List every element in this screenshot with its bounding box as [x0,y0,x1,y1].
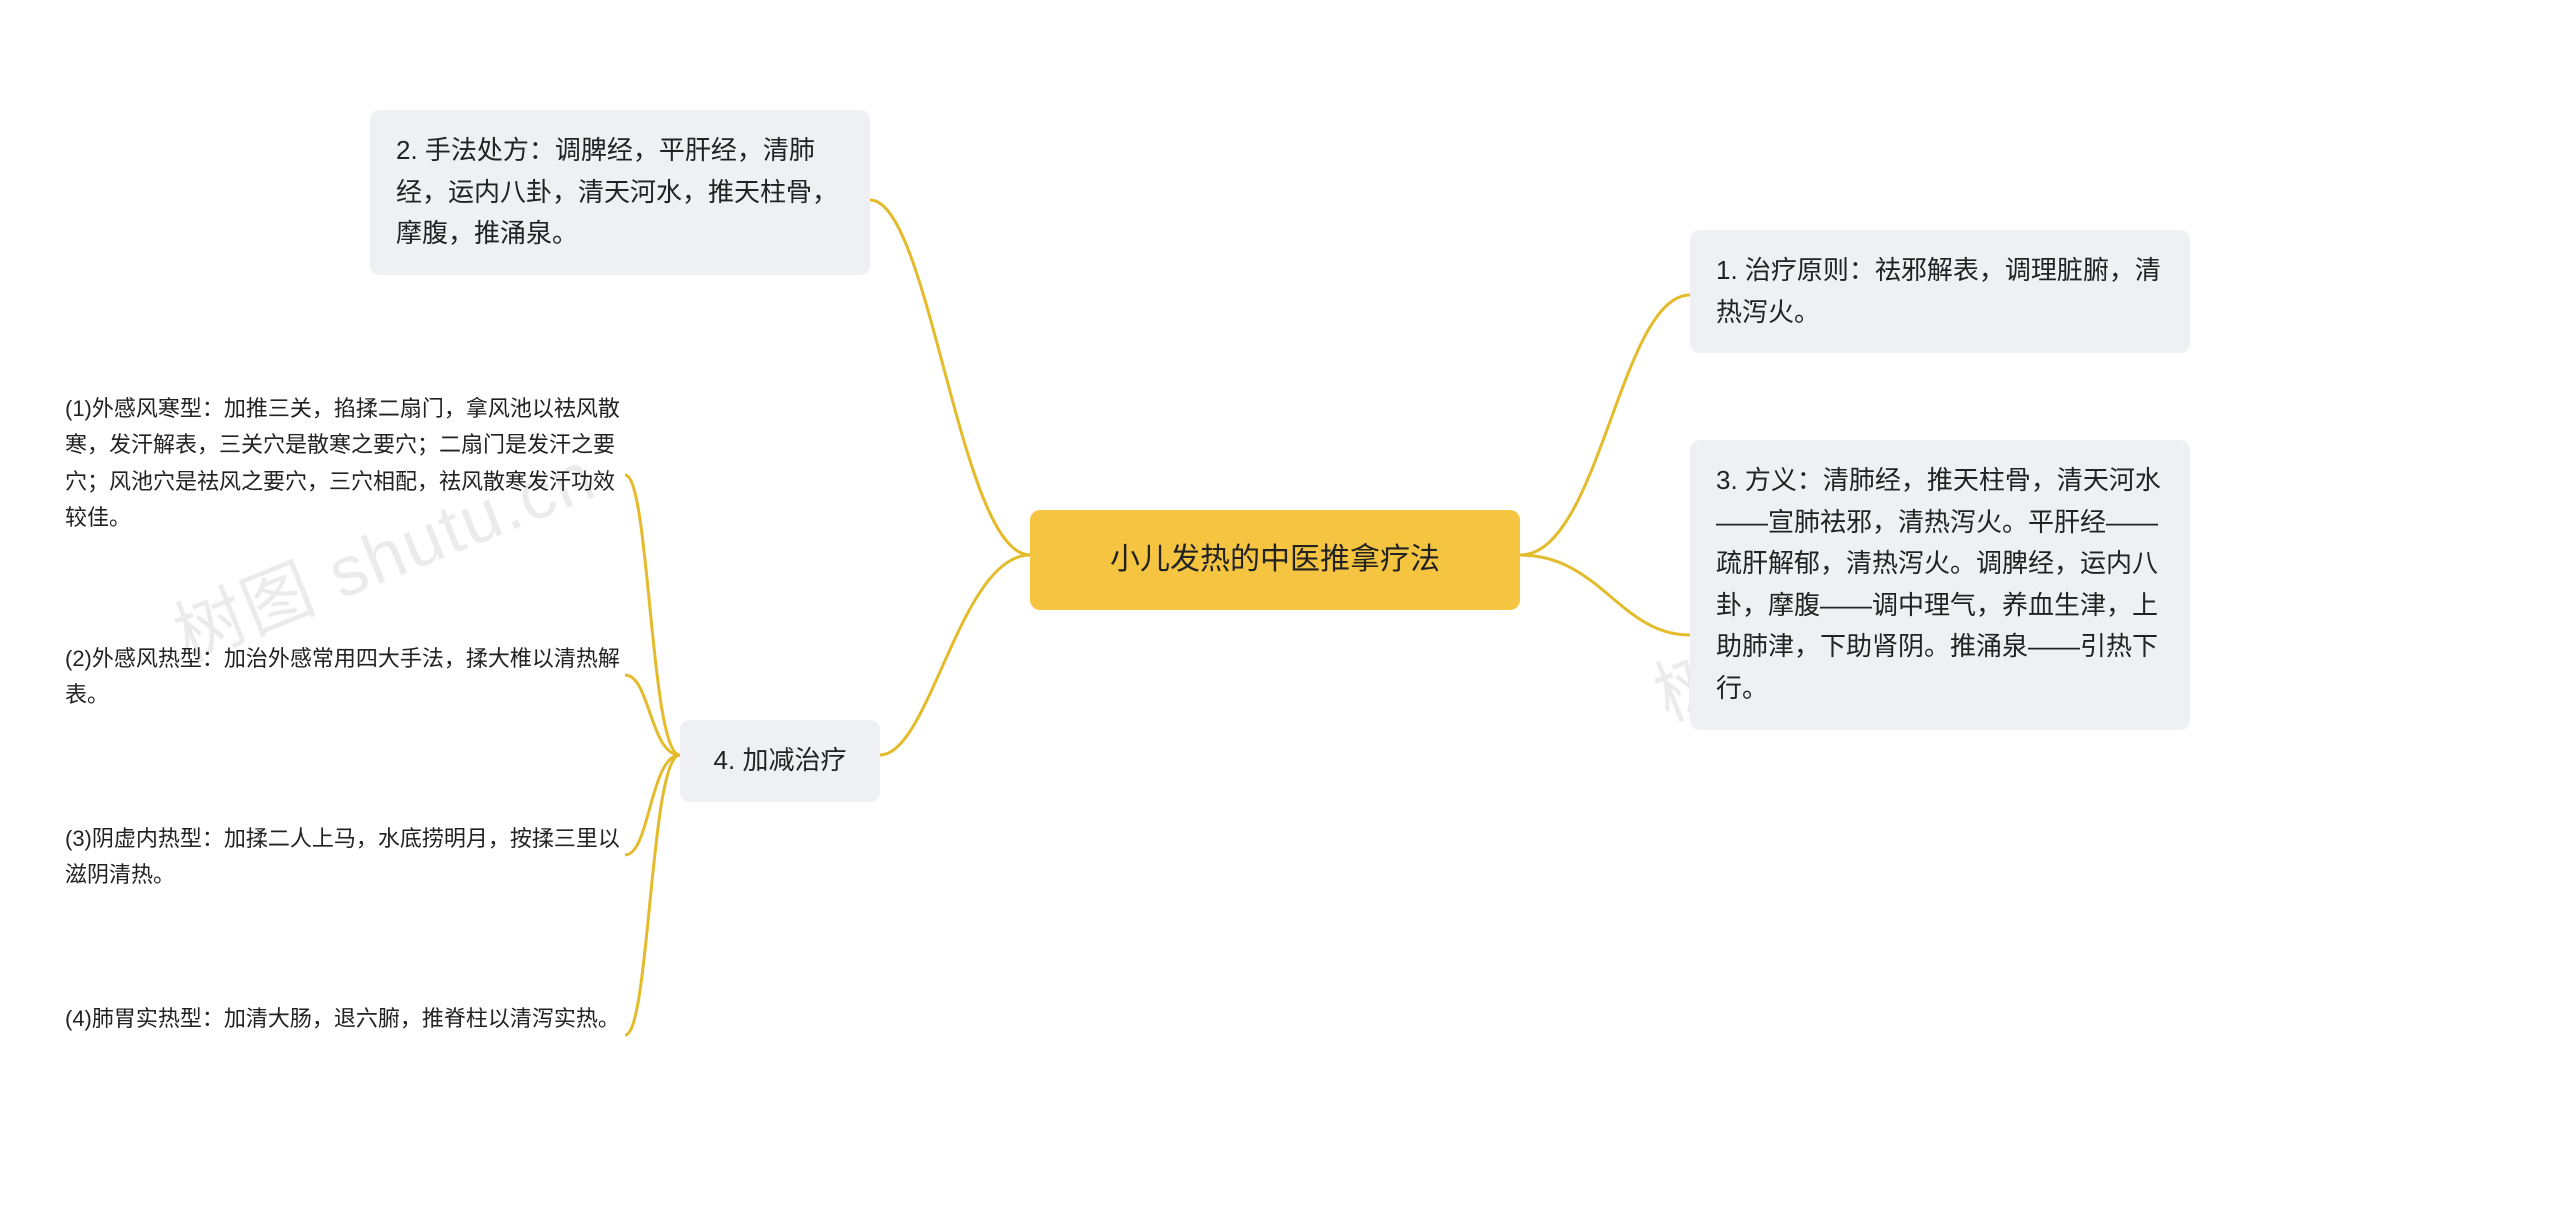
branch-l2[interactable]: 2. 手法处方：调脾经，平肝经，清肺经，运内八卦，清天河水，推天柱骨，摩腹，推涌… [370,110,870,275]
edge-l4-c [625,755,680,855]
branch-l4[interactable]: 4. 加减治疗 [680,720,880,802]
edge-l4-a [625,475,680,755]
edge-l4-b [625,675,680,755]
edge-root-l2 [870,200,1030,555]
branch-r3[interactable]: 3. 方义：清肺经，推天柱骨，清天河水——宣肺祛邪，清热泻火。平肝经——疏肝解郁… [1690,440,2190,730]
branch-r1[interactable]: 1. 治疗原则：祛邪解表，调理脏腑，清热泻火。 [1690,230,2190,353]
edge-root-l4 [880,555,1030,755]
edge-root-r3 [1520,555,1690,635]
mindmap-canvas: 树图 shutu.cn 树图 shutu.cn 小儿发热的中医推拿疗法 1. 治… [0,0,2560,1219]
root-node[interactable]: 小儿发热的中医推拿疗法 [1030,510,1520,610]
leaf-l4b[interactable]: (2)外感风热型：加治外感常用四大手法，揉大椎以清热解表。 [65,635,625,720]
edge-l4-d [625,755,680,1035]
edge-root-r1 [1520,295,1690,555]
leaf-l4d[interactable]: (4)肺胃实热型：加清大肠，退六腑，推脊柱以清泻实热。 [65,995,625,1043]
leaf-l4a[interactable]: (1)外感风寒型：加推三关，掐揉二扇门，拿风池以祛风散寒，发汗解表，三关穴是散寒… [65,385,625,542]
leaf-l4c[interactable]: (3)阴虚内热型：加揉二人上马，水底捞明月，按揉三里以滋阴清热。 [65,815,625,900]
